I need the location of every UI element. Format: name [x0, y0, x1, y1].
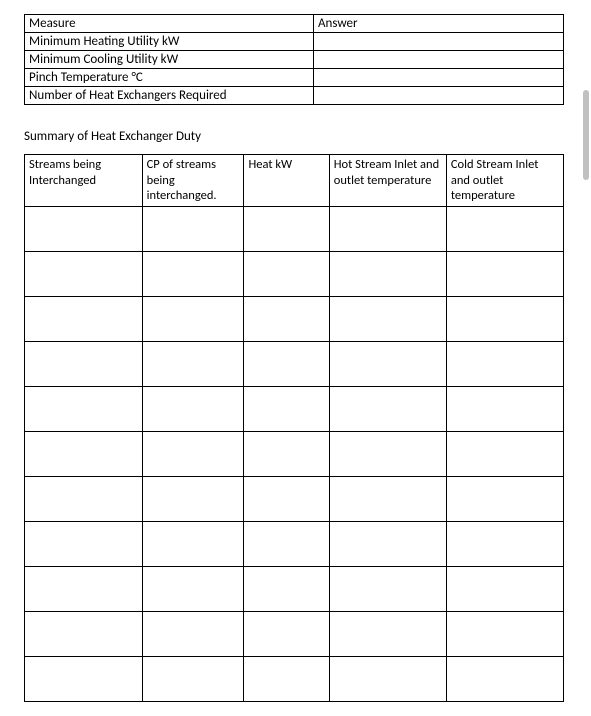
- table-row: [25, 566, 564, 611]
- measure-label: Minimum Heating Utility kW: [25, 33, 314, 51]
- table-row: Pinch Temperature °C: [25, 69, 564, 87]
- duty-header-row: Streams being Interchanged CP of streams…: [25, 155, 564, 207]
- duty-cell: [25, 656, 143, 701]
- table-row: [25, 656, 564, 701]
- duty-cell: [142, 611, 244, 656]
- duty-cell: [446, 431, 563, 476]
- duty-cell: [329, 476, 446, 521]
- duty-cell: [25, 386, 143, 431]
- duty-cell: [244, 251, 329, 296]
- duty-cell: [329, 341, 446, 386]
- duty-cell: [446, 521, 563, 566]
- duty-cell: [244, 566, 329, 611]
- table-row: [25, 386, 564, 431]
- duty-cell: [244, 296, 329, 341]
- duty-cell: [446, 206, 563, 251]
- table-row: [25, 251, 564, 296]
- table-row: [25, 521, 564, 566]
- duty-cell: [244, 386, 329, 431]
- duty-cell: [244, 611, 329, 656]
- duty-cell: [25, 521, 143, 566]
- table-row: Minimum Heating Utility kW: [25, 33, 564, 51]
- measure-answer: [314, 33, 564, 51]
- duty-cell: [446, 611, 563, 656]
- duty-cell: [244, 206, 329, 251]
- duty-cell: [329, 431, 446, 476]
- duty-cell: [446, 566, 563, 611]
- measure-answer: [314, 87, 564, 105]
- duty-table: Streams being Interchanged CP of streams…: [24, 154, 564, 702]
- duty-cell: [142, 251, 244, 296]
- scrollbar-thumb[interactable]: [583, 90, 589, 180]
- duty-cell: [244, 431, 329, 476]
- duty-cell: [244, 341, 329, 386]
- duty-cell: [25, 206, 143, 251]
- duty-cell: [142, 431, 244, 476]
- duty-cell: [142, 476, 244, 521]
- duty-cell: [329, 296, 446, 341]
- duty-cell: [329, 611, 446, 656]
- duty-cell: [142, 386, 244, 431]
- section-title: Summary of Heat Exchanger Duty: [24, 129, 577, 144]
- table-row: [25, 431, 564, 476]
- duty-cell: [446, 476, 563, 521]
- duty-cell: [446, 296, 563, 341]
- table-row: [25, 476, 564, 521]
- measure-answer: [314, 51, 564, 69]
- measure-answer: [314, 69, 564, 87]
- table-row: [25, 206, 564, 251]
- duty-cell: [244, 521, 329, 566]
- duty-cell: [25, 611, 143, 656]
- duty-cell: [329, 566, 446, 611]
- duty-cell: [142, 521, 244, 566]
- duty-cell: [329, 251, 446, 296]
- duty-cell: [329, 206, 446, 251]
- duty-cell: [25, 341, 143, 386]
- duty-cell: [329, 386, 446, 431]
- duty-col-header: Cold Stream Inlet and outlet temperature: [446, 155, 563, 207]
- duty-cell: [244, 476, 329, 521]
- duty-cell: [25, 566, 143, 611]
- table-row: Minimum Cooling Utility kW: [25, 51, 564, 69]
- duty-cell: [25, 431, 143, 476]
- duty-cell: [25, 296, 143, 341]
- measure-label: Pinch Temperature °C: [25, 69, 314, 87]
- duty-cell: [142, 206, 244, 251]
- duty-cell: [25, 476, 143, 521]
- measure-table: Measure Answer Minimum Heating Utility k…: [24, 14, 564, 105]
- table-row: [25, 611, 564, 656]
- duty-cell: [142, 296, 244, 341]
- duty-col-header: Hot Stream Inlet and outlet temperature: [329, 155, 446, 207]
- table-row: Number of Heat Exchangers Required: [25, 87, 564, 105]
- duty-cell: [446, 386, 563, 431]
- duty-cell: [142, 656, 244, 701]
- measure-header-col1: Measure: [25, 15, 314, 33]
- measure-label: Minimum Cooling Utility kW: [25, 51, 314, 69]
- duty-cell: [25, 251, 143, 296]
- duty-cell: [244, 656, 329, 701]
- duty-cell: [329, 656, 446, 701]
- measure-header-col2: Answer: [314, 15, 564, 33]
- duty-cell: [142, 566, 244, 611]
- duty-cell: [329, 521, 446, 566]
- table-row: [25, 341, 564, 386]
- duty-col-header: Heat kW: [244, 155, 329, 207]
- duty-cell: [142, 341, 244, 386]
- duty-cell: [446, 341, 563, 386]
- duty-cell: [446, 656, 563, 701]
- duty-cell: [446, 251, 563, 296]
- table-row: [25, 296, 564, 341]
- duty-col-header: CP of streams being interchanged.: [142, 155, 244, 207]
- duty-col-header: Streams being Interchanged: [25, 155, 143, 207]
- measure-label: Number of Heat Exchangers Required: [25, 87, 314, 105]
